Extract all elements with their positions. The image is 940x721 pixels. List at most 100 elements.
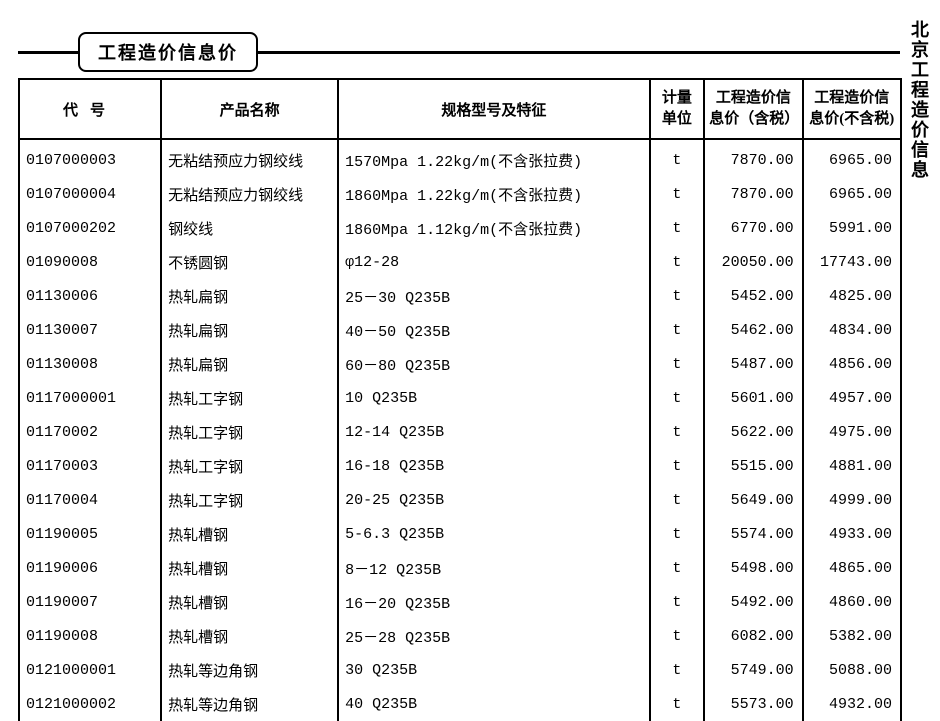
cell-unit: t <box>650 139 705 177</box>
header-rule-right <box>258 51 900 54</box>
cell-price-notax: 17743.00 <box>803 245 901 279</box>
cell-spec: 5-6.3 Q235B <box>338 517 649 551</box>
cell-name: 热轧工字钢 <box>161 381 338 415</box>
cell-unit: t <box>650 279 705 313</box>
cell-price-tax: 5515.00 <box>704 449 802 483</box>
table-row: 0107000202钢绞线1860Mpa 1.12kg/m(不含张拉费)t677… <box>19 211 901 245</box>
cell-unit: t <box>650 415 705 449</box>
cell-unit: t <box>650 483 705 517</box>
cell-unit: t <box>650 177 705 211</box>
cell-spec: 60－80 Q235B <box>338 347 649 381</box>
cell-price-tax: 6082.00 <box>704 619 802 653</box>
cell-price-notax: 4957.00 <box>803 381 901 415</box>
cell-name: 热轧工字钢 <box>161 415 338 449</box>
cell-price-notax: 4999.00 <box>803 483 901 517</box>
cell-name: 无粘结预应力钢绞线 <box>161 177 338 211</box>
cell-code: 01190007 <box>19 585 161 619</box>
cell-name: 热轧扁钢 <box>161 347 338 381</box>
cell-unit: t <box>650 449 705 483</box>
table-row: 0107000003无粘结预应力钢绞线1570Mpa 1.22kg/m(不含张拉… <box>19 139 901 177</box>
cell-unit: t <box>650 347 705 381</box>
price-table: 代号 产品名称 规格型号及特征 计量单位 工程造价信息价（含税） 工程造价信息价… <box>18 78 902 721</box>
cell-price-tax: 5487.00 <box>704 347 802 381</box>
cell-name: 钢绞线 <box>161 211 338 245</box>
cell-price-tax: 7870.00 <box>704 139 802 177</box>
cell-code: 01130007 <box>19 313 161 347</box>
cell-price-notax: 4834.00 <box>803 313 901 347</box>
cell-price-notax: 6965.00 <box>803 177 901 211</box>
cell-price-tax: 5498.00 <box>704 551 802 585</box>
cell-price-notax: 4860.00 <box>803 585 901 619</box>
cell-price-notax: 5382.00 <box>803 619 901 653</box>
cell-spec: 12-14 Q235B <box>338 415 649 449</box>
page-header: 工程造价信息价 <box>18 32 900 72</box>
cell-code: 01090008 <box>19 245 161 279</box>
cell-price-notax: 4933.00 <box>803 517 901 551</box>
col-header-name: 产品名称 <box>161 79 338 139</box>
table-body: 0107000003无粘结预应力钢绞线1570Mpa 1.22kg/m(不含张拉… <box>19 139 901 721</box>
cell-code: 0107000004 <box>19 177 161 211</box>
col-header-price-tax: 工程造价信息价（含税） <box>704 79 802 139</box>
cell-price-tax: 6770.00 <box>704 211 802 245</box>
cell-spec: 25－30 Q235B <box>338 279 649 313</box>
cell-unit: t <box>650 381 705 415</box>
cell-price-tax: 5574.00 <box>704 517 802 551</box>
cell-name: 热轧扁钢 <box>161 313 338 347</box>
table-row: 01130008热轧扁钢60－80 Q235Bt5487.004856.00 <box>19 347 901 381</box>
cell-name: 热轧等边角钢 <box>161 687 338 721</box>
cell-price-notax: 4825.00 <box>803 279 901 313</box>
table-row: 01190006热轧槽钢8－12 Q235Bt5498.004865.00 <box>19 551 901 585</box>
cell-price-tax: 5622.00 <box>704 415 802 449</box>
table-row: 01190008热轧槽钢25－28 Q235Bt6082.005382.00 <box>19 619 901 653</box>
table-row: 01190005热轧槽钢5-6.3 Q235Bt5574.004933.00 <box>19 517 901 551</box>
cell-unit: t <box>650 585 705 619</box>
cell-spec: 40－50 Q235B <box>338 313 649 347</box>
cell-price-notax: 5991.00 <box>803 211 901 245</box>
cell-unit: t <box>650 687 705 721</box>
cell-spec: 30 Q235B <box>338 653 649 687</box>
cell-price-tax: 5452.00 <box>704 279 802 313</box>
table-row: 01130006热轧扁钢25－30 Q235Bt5452.004825.00 <box>19 279 901 313</box>
cell-price-tax: 5492.00 <box>704 585 802 619</box>
cell-name: 热轧槽钢 <box>161 517 338 551</box>
cell-code: 01190005 <box>19 517 161 551</box>
table-row: 01170003热轧工字钢16-18 Q235Bt5515.004881.00 <box>19 449 901 483</box>
cell-price-tax: 5749.00 <box>704 653 802 687</box>
cell-code: 01130008 <box>19 347 161 381</box>
cell-name: 热轧槽钢 <box>161 585 338 619</box>
cell-unit: t <box>650 313 705 347</box>
cell-name: 热轧工字钢 <box>161 483 338 517</box>
cell-code: 01170004 <box>19 483 161 517</box>
cell-spec: 16－20 Q235B <box>338 585 649 619</box>
cell-name: 热轧等边角钢 <box>161 653 338 687</box>
col-header-spec: 规格型号及特征 <box>338 79 649 139</box>
cell-price-tax: 5462.00 <box>704 313 802 347</box>
cell-spec: 25－28 Q235B <box>338 619 649 653</box>
cell-unit: t <box>650 653 705 687</box>
cell-price-notax: 5088.00 <box>803 653 901 687</box>
cell-spec: 1860Mpa 1.22kg/m(不含张拉费) <box>338 177 649 211</box>
cell-spec: 16-18 Q235B <box>338 449 649 483</box>
cell-unit: t <box>650 619 705 653</box>
header-rule-left <box>18 51 78 54</box>
cell-price-tax: 5649.00 <box>704 483 802 517</box>
price-table-container: 代号 产品名称 规格型号及特征 计量单位 工程造价信息价（含税） 工程造价信息价… <box>18 78 902 721</box>
cell-code: 01190008 <box>19 619 161 653</box>
cell-code: 0121000002 <box>19 687 161 721</box>
cell-price-notax: 4865.00 <box>803 551 901 585</box>
cell-price-notax: 4932.00 <box>803 687 901 721</box>
cell-unit: t <box>650 517 705 551</box>
cell-price-tax: 5573.00 <box>704 687 802 721</box>
table-row: 0121000001热轧等边角钢30 Q235Bt5749.005088.00 <box>19 653 901 687</box>
cell-name: 无粘结预应力钢绞线 <box>161 139 338 177</box>
col-header-code: 代号 <box>19 79 161 139</box>
cell-unit: t <box>650 211 705 245</box>
cell-spec: 40 Q235B <box>338 687 649 721</box>
cell-price-tax: 20050.00 <box>704 245 802 279</box>
cell-code: 01170002 <box>19 415 161 449</box>
table-row: 01170004热轧工字钢20-25 Q235Bt5649.004999.00 <box>19 483 901 517</box>
cell-spec: 8－12 Q235B <box>338 551 649 585</box>
cell-code: 01190006 <box>19 551 161 585</box>
col-header-price-notax: 工程造价信息价(不含税) <box>803 79 901 139</box>
cell-code: 01170003 <box>19 449 161 483</box>
